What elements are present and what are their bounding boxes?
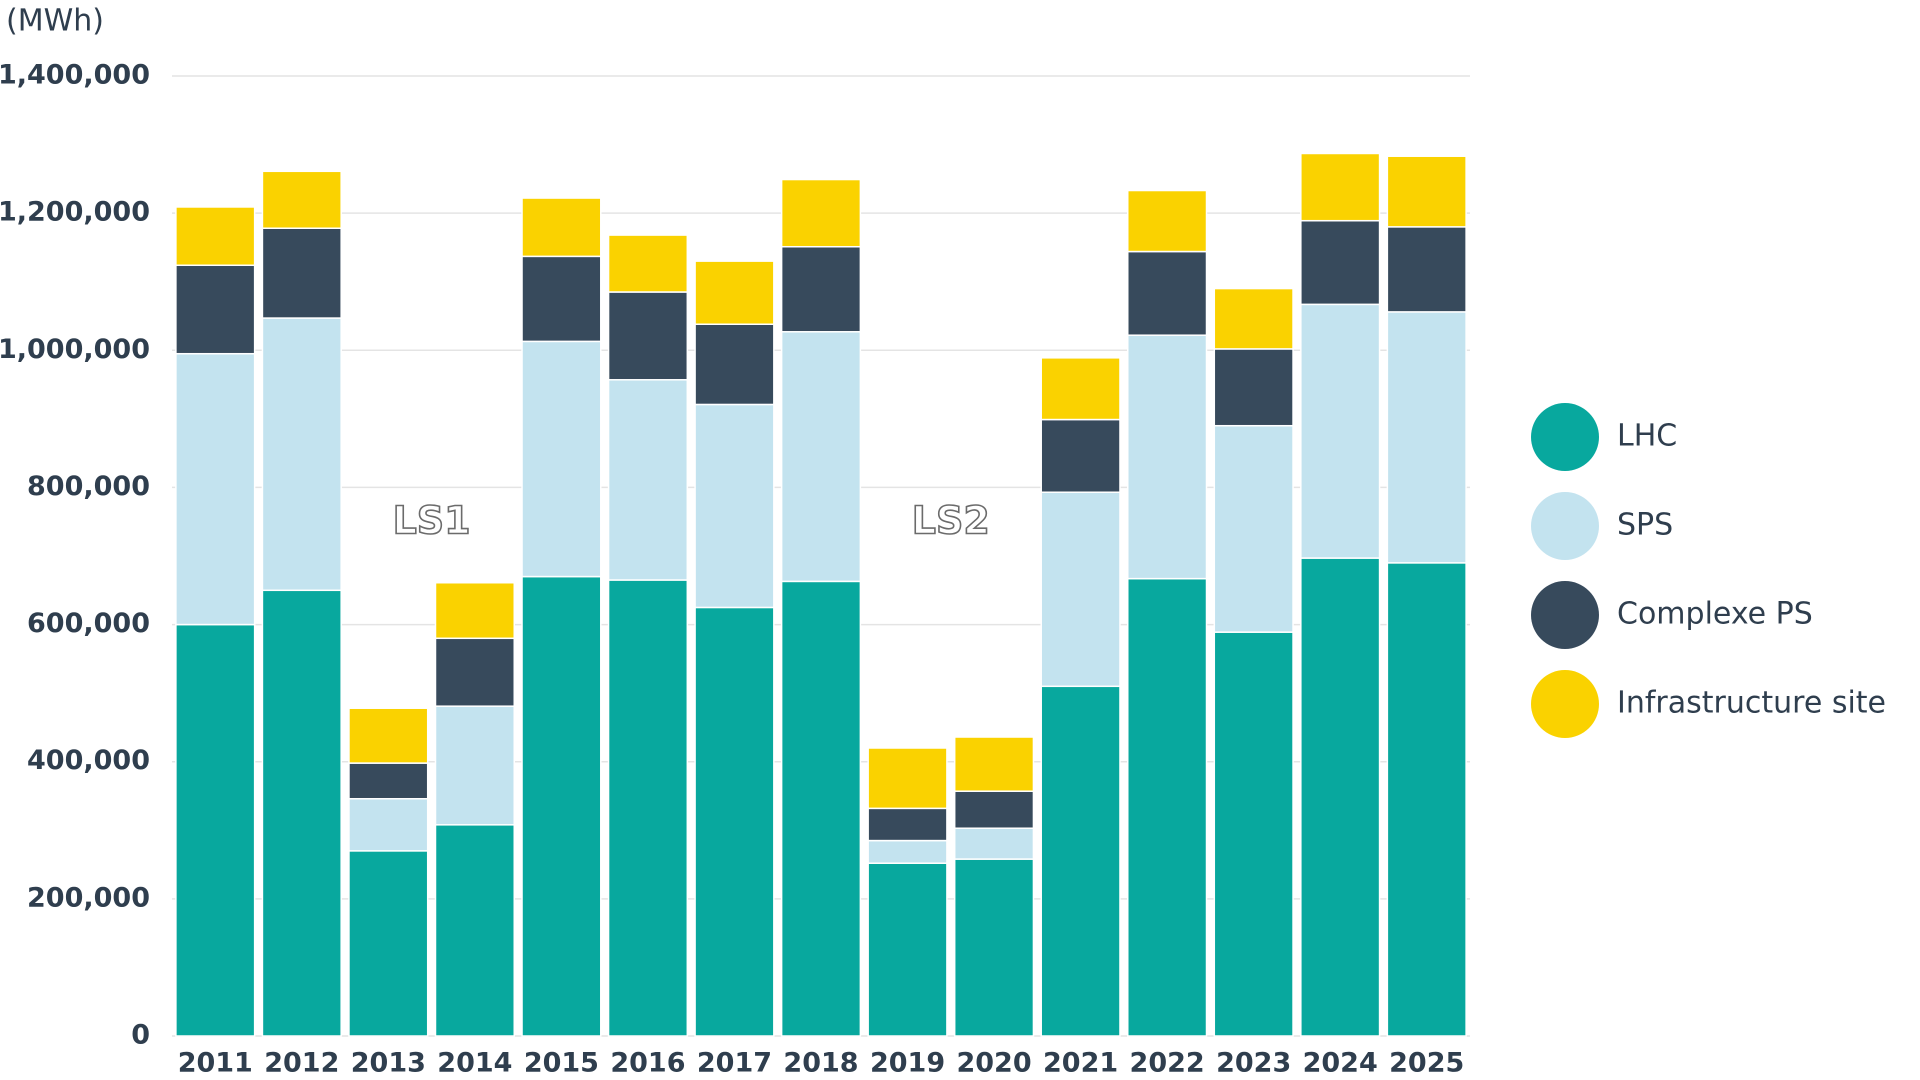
bar-segment	[1213, 631, 1294, 1037]
bar-segment	[434, 581, 515, 640]
bar-segment	[867, 807, 948, 842]
x-tick-label: 2017	[697, 1048, 772, 1079]
legend-label: Infrastructure site	[1617, 686, 1886, 721]
bar-segment	[780, 331, 862, 583]
y-tick-label: 800,000	[27, 471, 150, 502]
bar-segment	[1300, 303, 1381, 559]
bar-segment	[434, 637, 515, 707]
bar-segment	[1040, 685, 1121, 1037]
bar-segment	[867, 839, 948, 864]
bar-segment	[1127, 577, 1208, 1037]
bar-segment	[1040, 418, 1121, 493]
bar-segment	[175, 623, 256, 1037]
bar-segment	[1127, 250, 1208, 336]
y-axis-label: (MWh)	[6, 4, 104, 39]
bar-segment	[261, 170, 342, 229]
y-tick-label: 200,000	[27, 882, 150, 913]
bar-segment	[953, 736, 1035, 792]
bar-segment	[1386, 562, 1467, 1037]
y-tick-label: 600,000	[27, 608, 150, 639]
x-tick-label: 2021	[1043, 1048, 1118, 1079]
bar-segment	[694, 606, 775, 1037]
y-tick-label: 1,000,000	[0, 334, 150, 365]
y-tick-label: 0	[131, 1020, 150, 1051]
x-tick-label: 2013	[351, 1048, 426, 1079]
bar-segment	[694, 260, 775, 325]
bar-segment	[780, 580, 862, 1037]
x-tick-label: 2016	[610, 1048, 685, 1079]
bar-segment	[1300, 557, 1381, 1037]
bar-segment	[1040, 491, 1121, 688]
legend-label: SPS	[1617, 508, 1673, 543]
bar-segment	[348, 850, 429, 1037]
x-tick-label: 2022	[1130, 1048, 1205, 1079]
bar-segment	[1386, 311, 1467, 564]
legend-swatch	[1531, 403, 1599, 471]
bar-segment	[867, 862, 948, 1037]
x-tick-label: 2012	[264, 1048, 339, 1079]
bar-segment	[780, 245, 862, 333]
bar-segment	[867, 747, 948, 810]
legend-swatch	[1531, 670, 1599, 738]
bar-segment	[175, 206, 256, 267]
x-tick-label: 2014	[437, 1048, 512, 1079]
bar-segment	[694, 403, 775, 609]
bar-segment	[1386, 226, 1467, 313]
y-tick-label: 400,000	[27, 745, 150, 776]
bar-segment	[1213, 287, 1294, 350]
bar-segment	[780, 178, 862, 248]
bar-segment	[1300, 219, 1381, 306]
legend-label: Complexe PS	[1617, 597, 1813, 632]
bar-segment	[521, 197, 602, 258]
bar-segment	[348, 797, 429, 852]
bar-segment	[261, 227, 342, 319]
bar-segment	[434, 705, 515, 826]
bar-segment	[261, 589, 342, 1037]
x-tick-label: 2011	[178, 1048, 253, 1079]
bar-segment	[434, 824, 515, 1037]
bar-segment	[1213, 348, 1294, 427]
bar-segment	[348, 707, 429, 764]
bar-segment	[348, 762, 429, 800]
bar-segment	[1213, 424, 1294, 633]
x-tick-label: 2024	[1303, 1048, 1378, 1079]
legend-swatch	[1531, 492, 1599, 560]
bar-segment	[953, 827, 1035, 860]
bar-segment	[175, 352, 256, 626]
legend-swatch	[1531, 581, 1599, 649]
bar-segment	[953, 858, 1035, 1037]
x-tick-label: 2020	[956, 1048, 1031, 1079]
bar-segment	[607, 379, 689, 581]
bar-segment	[1040, 357, 1121, 421]
bar-segment	[694, 323, 775, 406]
x-tick-label: 2023	[1216, 1048, 1291, 1079]
bar-segment	[521, 255, 602, 343]
bar-segment	[953, 790, 1035, 829]
x-tick-label: 2025	[1389, 1048, 1464, 1079]
y-tick-label: 1,200,000	[0, 197, 150, 228]
bar-segment	[175, 264, 256, 355]
x-tick-label: 2019	[870, 1048, 945, 1079]
bar-segment	[521, 340, 602, 578]
bar-segment	[1300, 152, 1381, 222]
bar-segment	[261, 317, 342, 592]
bar-segment	[1386, 155, 1467, 228]
annotation: LS2	[912, 499, 990, 543]
y-tick-label: 1,400,000	[0, 60, 150, 91]
bar-segment	[521, 575, 602, 1037]
bar-segment	[1127, 334, 1208, 580]
annotation: LS1	[393, 499, 471, 543]
x-tick-label: 2018	[783, 1048, 858, 1079]
bar-segment	[607, 291, 689, 381]
bar-segment	[607, 579, 689, 1037]
x-tick-label: 2015	[524, 1048, 599, 1079]
bar-segment	[607, 234, 689, 293]
bar-segment	[1127, 189, 1208, 253]
legend-label: LHC	[1617, 419, 1677, 454]
